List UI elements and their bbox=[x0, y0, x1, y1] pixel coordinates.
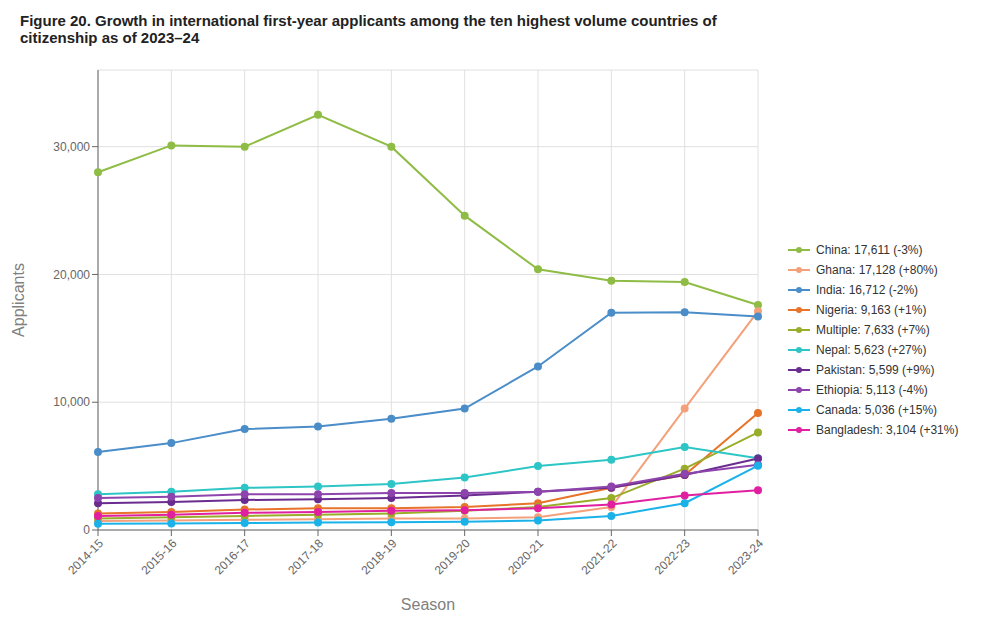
svg-text:2015-16: 2015-16 bbox=[138, 536, 179, 577]
html-text:India: 16,712 (-2%): India: 16,712 (-2%) bbox=[816, 283, 919, 297]
html-text:Ghana: 17,128 (+80%): Ghana: 17,128 (+80%) bbox=[816, 263, 938, 277]
svg-text:2023-24: 2023-24 bbox=[725, 536, 766, 577]
svg-text:0: 0 bbox=[83, 523, 90, 537]
html-text:Pakistan: 5,599 (+9%): Pakistan: 5,599 (+9%) bbox=[816, 363, 935, 377]
svg-text:2021-22: 2021-22 bbox=[578, 536, 619, 577]
html-text:Ethiopia: 5,113 (-4%): Ethiopia: 5,113 (-4%) bbox=[816, 383, 928, 397]
html-text:Bangladesh: 3,104 (+31%): Bangladesh: 3,104 (+31%) bbox=[816, 423, 959, 437]
html-text:China: 17,611 (-3%): China: 17,611 (-3%) bbox=[816, 243, 923, 257]
svg-text:2018-19: 2018-19 bbox=[358, 536, 399, 577]
svg-text:30,000: 30,000 bbox=[53, 140, 90, 154]
svg-text:2016-17: 2016-17 bbox=[212, 536, 253, 577]
svg-text:2020-21: 2020-21 bbox=[505, 536, 546, 577]
svg-text:10,000: 10,000 bbox=[53, 395, 90, 409]
svg-text:Season: Season bbox=[401, 596, 455, 613]
svg-text:2022-23: 2022-23 bbox=[652, 536, 693, 577]
html-text:Canada: 5,036 (+15%): Canada: 5,036 (+15%) bbox=[816, 403, 938, 417]
svg-text:20,000: 20,000 bbox=[53, 268, 90, 282]
html-text:Multiple: 7,633 (+7%): Multiple: 7,633 (+7%) bbox=[816, 323, 930, 337]
svg-text:2019-20: 2019-20 bbox=[432, 536, 473, 577]
html-text:Nepal: 5,623 (+27%): Nepal: 5,623 (+27%) bbox=[816, 343, 927, 357]
html-text:Figure 20. Growth in internati: Figure 20. Growth in international first… bbox=[20, 12, 717, 46]
svg-text:Applicants: Applicants bbox=[10, 263, 27, 337]
svg-text:2017-18: 2017-18 bbox=[285, 536, 326, 577]
svg-text:2014-15: 2014-15 bbox=[65, 536, 106, 577]
html-text:Nigeria: 9,163 (+1%): Nigeria: 9,163 (+1%) bbox=[816, 303, 927, 317]
